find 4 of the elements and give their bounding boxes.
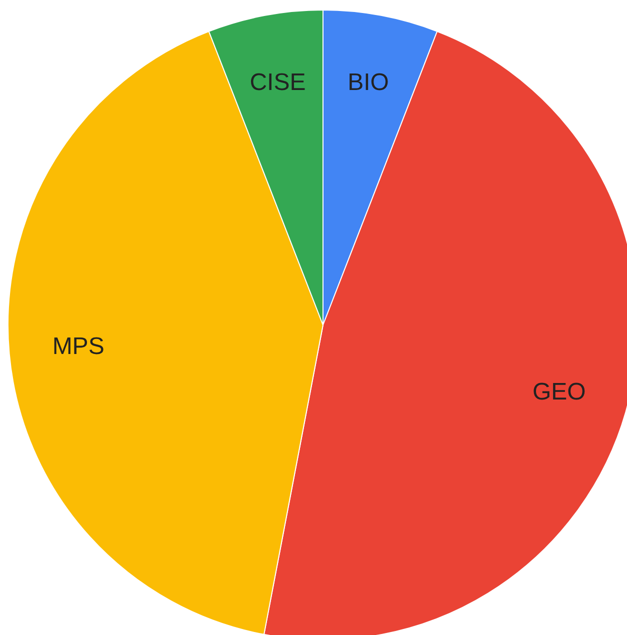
slice-label: MPS — [52, 332, 104, 360]
slice-label: GEO — [532, 378, 586, 406]
slice-label: BIO — [348, 69, 389, 96]
slice-label: CISE — [250, 69, 306, 96]
